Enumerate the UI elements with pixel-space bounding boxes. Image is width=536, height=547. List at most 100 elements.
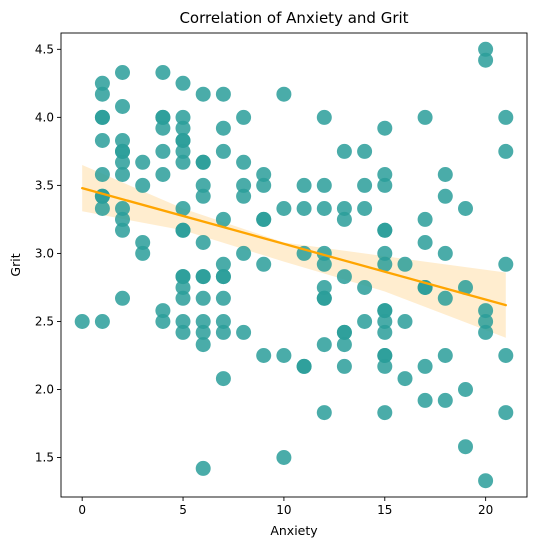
data-point xyxy=(155,109,171,125)
data-point xyxy=(458,382,473,397)
data-point xyxy=(195,188,211,204)
data-point xyxy=(357,143,373,159)
data-point xyxy=(478,324,494,340)
data-point xyxy=(115,133,130,148)
data-point xyxy=(437,245,453,261)
data-point xyxy=(115,201,130,216)
confidence-band xyxy=(82,165,506,338)
data-point xyxy=(94,167,110,182)
data-point xyxy=(377,348,393,363)
data-point xyxy=(195,337,211,353)
data-point xyxy=(155,143,171,159)
data-point xyxy=(316,280,332,295)
y-tick-label: 2.5 xyxy=(35,314,54,328)
data-point xyxy=(357,280,373,295)
data-point xyxy=(336,201,352,216)
data-point xyxy=(336,211,352,227)
data-point xyxy=(175,314,191,329)
data-point xyxy=(215,371,231,387)
data-point xyxy=(215,86,231,102)
plot-frame xyxy=(60,32,528,498)
data-point xyxy=(377,222,393,238)
data-point xyxy=(397,314,413,329)
data-point xyxy=(478,314,494,329)
data-point xyxy=(215,290,231,306)
data-point xyxy=(175,133,191,148)
data-point xyxy=(215,143,231,159)
data-point xyxy=(115,143,130,159)
data-point xyxy=(175,222,191,238)
data-point xyxy=(135,245,151,261)
data-point xyxy=(397,371,413,387)
data-point xyxy=(357,177,373,193)
data-point xyxy=(478,473,494,489)
points-layer xyxy=(74,41,514,489)
data-point xyxy=(195,177,211,193)
data-point xyxy=(417,235,433,250)
data-point xyxy=(377,167,393,182)
data-point xyxy=(175,269,191,285)
data-point xyxy=(377,303,393,319)
data-point xyxy=(175,109,191,125)
data-point xyxy=(175,143,191,159)
data-point xyxy=(437,290,453,306)
data-point xyxy=(215,324,231,340)
data-point xyxy=(316,256,332,272)
data-point xyxy=(458,280,473,295)
data-point xyxy=(256,167,272,182)
x-axis-label: Anxiety xyxy=(270,523,318,538)
data-point xyxy=(336,337,352,353)
data-point xyxy=(417,358,433,374)
y-tick-label: 3.0 xyxy=(35,246,54,260)
data-point xyxy=(498,405,514,421)
data-point xyxy=(316,405,332,421)
data-point xyxy=(115,290,130,306)
data-point xyxy=(336,143,352,159)
data-point xyxy=(417,109,433,125)
y-axis-label: Grit xyxy=(8,253,23,276)
data-point xyxy=(195,324,211,340)
y-tick-label: 2.0 xyxy=(35,383,54,397)
data-point xyxy=(377,245,393,261)
data-point xyxy=(175,154,191,170)
data-point xyxy=(256,256,272,272)
data-point xyxy=(276,201,292,216)
data-point xyxy=(115,167,130,182)
y-tick-label: 4.0 xyxy=(35,110,54,124)
data-point xyxy=(195,290,211,306)
data-point xyxy=(296,358,312,374)
data-point xyxy=(316,177,332,193)
data-point xyxy=(498,348,514,363)
data-point xyxy=(195,154,211,170)
data-point xyxy=(74,314,90,329)
data-point xyxy=(155,314,171,329)
data-point xyxy=(195,314,211,329)
data-point xyxy=(115,99,130,114)
data-point xyxy=(276,348,292,363)
chart-title: Correlation of Anxiety and Grit xyxy=(179,9,408,27)
data-point xyxy=(195,86,211,102)
data-point xyxy=(478,41,494,57)
data-point xyxy=(316,109,332,125)
data-point xyxy=(155,120,171,136)
data-point xyxy=(397,256,413,272)
data-point xyxy=(377,256,393,272)
data-point xyxy=(236,109,252,125)
data-point xyxy=(94,86,110,102)
data-point xyxy=(256,211,272,227)
data-point xyxy=(336,324,352,340)
data-point xyxy=(498,256,514,272)
data-point xyxy=(115,211,130,227)
data-point xyxy=(94,201,110,216)
data-point xyxy=(175,324,191,340)
data-point xyxy=(256,177,272,193)
regression-line-layer xyxy=(81,186,507,307)
data-point xyxy=(377,405,393,421)
data-point xyxy=(195,235,211,250)
data-point xyxy=(256,348,272,363)
data-point xyxy=(377,314,393,329)
data-point xyxy=(357,201,373,216)
data-point xyxy=(175,280,191,295)
data-point xyxy=(215,256,231,272)
